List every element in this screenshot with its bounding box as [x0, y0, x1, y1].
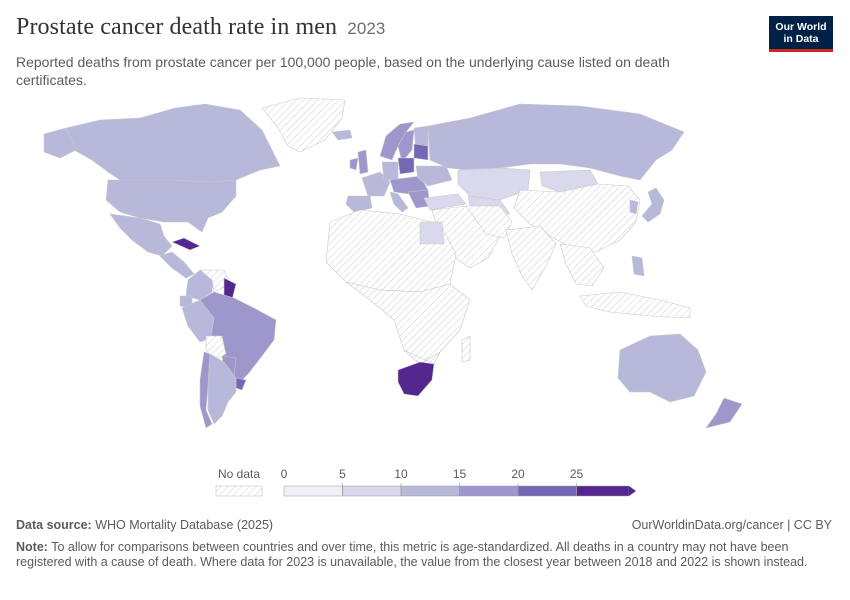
uk-region[interactable] — [357, 149, 369, 175]
legend-tick-label: 10 — [394, 467, 408, 481]
source-link[interactable]: OurWorldinData.org/cancer | CC BY — [631, 518, 832, 532]
legend-bin — [283, 485, 343, 497]
logo-line-2: in Data — [783, 33, 819, 45]
kazakhstan-region[interactable] — [457, 167, 531, 201]
madagascar-region[interactable] — [461, 335, 471, 363]
central-america-region[interactable] — [159, 251, 195, 279]
central-africa-region[interactable] — [345, 281, 471, 365]
legend-tick-label: 25 — [570, 467, 584, 481]
southeast-asia-region[interactable] — [559, 243, 605, 287]
ukraine-region[interactable] — [415, 165, 453, 187]
russia-region[interactable] — [427, 103, 685, 181]
turkey-region[interactable] — [423, 193, 467, 211]
india-region[interactable] — [505, 225, 557, 291]
baltics-region[interactable] — [413, 143, 429, 161]
legend-bin — [400, 485, 460, 497]
legend-bin — [517, 485, 577, 497]
southern-africa-region[interactable] — [403, 349, 441, 365]
chart-subtitle: Reported deaths from prostate cancer per… — [16, 54, 670, 88]
france-region[interactable] — [361, 171, 391, 197]
legend-ticks: 0 5 10 15 20 25 — [281, 467, 584, 496]
legend-arrow — [629, 486, 636, 496]
alaska-region[interactable] — [43, 127, 77, 159]
poland-region[interactable] — [397, 157, 415, 175]
italy-region[interactable] — [389, 191, 409, 213]
japan-region[interactable] — [641, 187, 665, 223]
argentina-region[interactable] — [207, 353, 237, 425]
korea-region[interactable] — [629, 199, 639, 215]
uruguay-region[interactable] — [235, 377, 247, 391]
canada-region[interactable] — [59, 103, 281, 183]
legend-bin — [459, 485, 519, 497]
venezuela-region[interactable] — [199, 269, 231, 293]
map-legend: No data 0 5 10 15 20 25 — [215, 467, 636, 497]
legend-no-data-label: No data — [218, 467, 260, 481]
world-map[interactable] — [0, 90, 850, 460]
usa-region[interactable] — [105, 179, 237, 233]
note-text: To allow for comparisons between countri… — [16, 540, 808, 569]
new-zealand-region[interactable] — [705, 397, 743, 429]
philippines-region[interactable] — [631, 255, 645, 277]
legend-bin — [576, 485, 630, 497]
title-year: 2023 — [347, 19, 386, 38]
chart-title: Prostate cancer death rate in men 2023 — [16, 14, 385, 41]
ireland-region[interactable] — [349, 157, 359, 171]
indonesia-region[interactable] — [579, 291, 691, 319]
legend-tick-label: 15 — [453, 467, 467, 481]
legend-bins — [283, 485, 636, 497]
legend-tick-label: 0 — [281, 467, 288, 481]
logo-line-1: Our World — [775, 21, 827, 33]
data-source: Data source: WHO Mortality Database (202… — [16, 518, 273, 532]
south-africa-region[interactable] — [397, 361, 435, 397]
source-text: WHO Mortality Database (2025) — [95, 518, 274, 532]
legend-no-data-swatch — [215, 485, 263, 497]
greenland-region[interactable] — [261, 97, 346, 153]
iceland-region[interactable] — [331, 129, 353, 141]
bolivia-region[interactable] — [205, 335, 227, 361]
legend-tick-label: 5 — [339, 467, 346, 481]
germany-region[interactable] — [381, 161, 399, 181]
owid-logo[interactable]: Our World in Data — [769, 16, 833, 52]
cuba-region[interactable] — [171, 237, 201, 251]
mexico-region[interactable] — [109, 213, 173, 257]
china-region[interactable] — [513, 183, 641, 253]
australia-region[interactable] — [617, 333, 707, 403]
note-label: Note: — [16, 540, 48, 554]
chart-note: Note: To allow for comparisons between c… — [16, 540, 831, 570]
legend-tick-label: 20 — [511, 467, 525, 481]
norway-region[interactable] — [379, 121, 415, 161]
source-label: Data source: — [16, 518, 92, 532]
title-text: Prostate cancer death rate in men — [16, 14, 338, 40]
legend-bin — [342, 485, 402, 497]
spain-region[interactable] — [345, 195, 373, 213]
egypt-region[interactable] — [419, 221, 445, 245]
